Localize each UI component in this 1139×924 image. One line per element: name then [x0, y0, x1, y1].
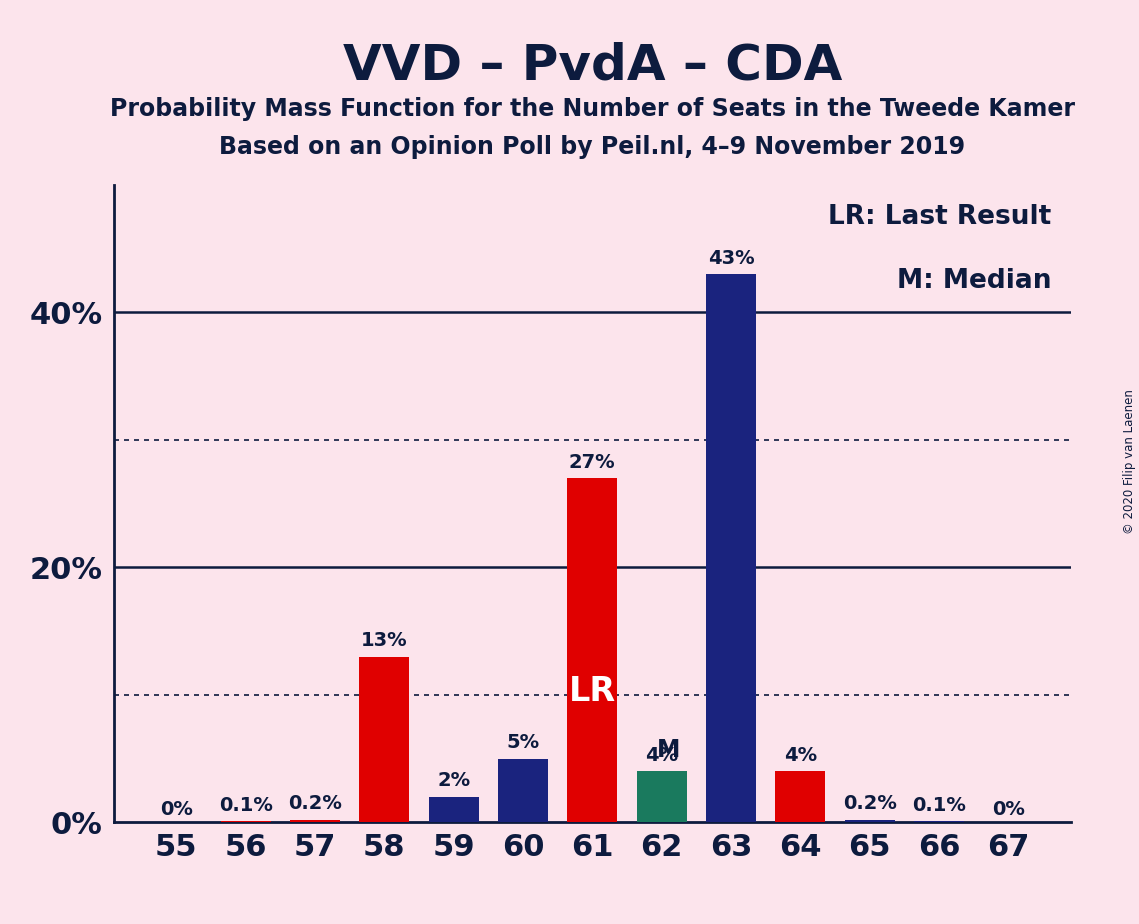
Text: 4%: 4% [784, 746, 817, 765]
Text: 27%: 27% [570, 453, 615, 471]
Text: Based on an Opinion Poll by Peil.nl, 4–9 November 2019: Based on an Opinion Poll by Peil.nl, 4–9… [219, 135, 966, 159]
Bar [221, 821, 271, 822]
Text: LR: Last Result: LR: Last Result [828, 204, 1051, 230]
Bar [776, 772, 826, 822]
Bar [567, 478, 617, 822]
Text: Probability Mass Function for the Number of Seats in the Tweede Kamer: Probability Mass Function for the Number… [109, 97, 1075, 121]
Text: 0.1%: 0.1% [912, 796, 966, 815]
Text: 4%: 4% [645, 746, 678, 765]
Bar [498, 759, 548, 822]
Bar [637, 772, 687, 822]
Text: M: M [657, 738, 680, 762]
Text: LR: LR [568, 675, 616, 708]
Bar [845, 820, 894, 822]
Bar [706, 274, 756, 822]
Bar [428, 796, 478, 822]
Bar [359, 657, 409, 822]
Text: 5%: 5% [507, 734, 540, 752]
Text: 0%: 0% [992, 799, 1025, 819]
Text: 13%: 13% [361, 631, 408, 650]
Text: M: Median: M: Median [898, 268, 1051, 294]
Text: VVD – PvdA – CDA: VVD – PvdA – CDA [343, 42, 842, 90]
Text: 2%: 2% [437, 772, 470, 791]
Text: 0.2%: 0.2% [843, 795, 896, 813]
Text: 0%: 0% [159, 799, 192, 819]
Bar [913, 821, 964, 822]
Text: 0.1%: 0.1% [219, 796, 272, 815]
Bar [290, 820, 339, 822]
Text: 43%: 43% [707, 249, 754, 268]
Text: © 2020 Filip van Laenen: © 2020 Filip van Laenen [1123, 390, 1137, 534]
Text: 0.2%: 0.2% [288, 795, 342, 813]
